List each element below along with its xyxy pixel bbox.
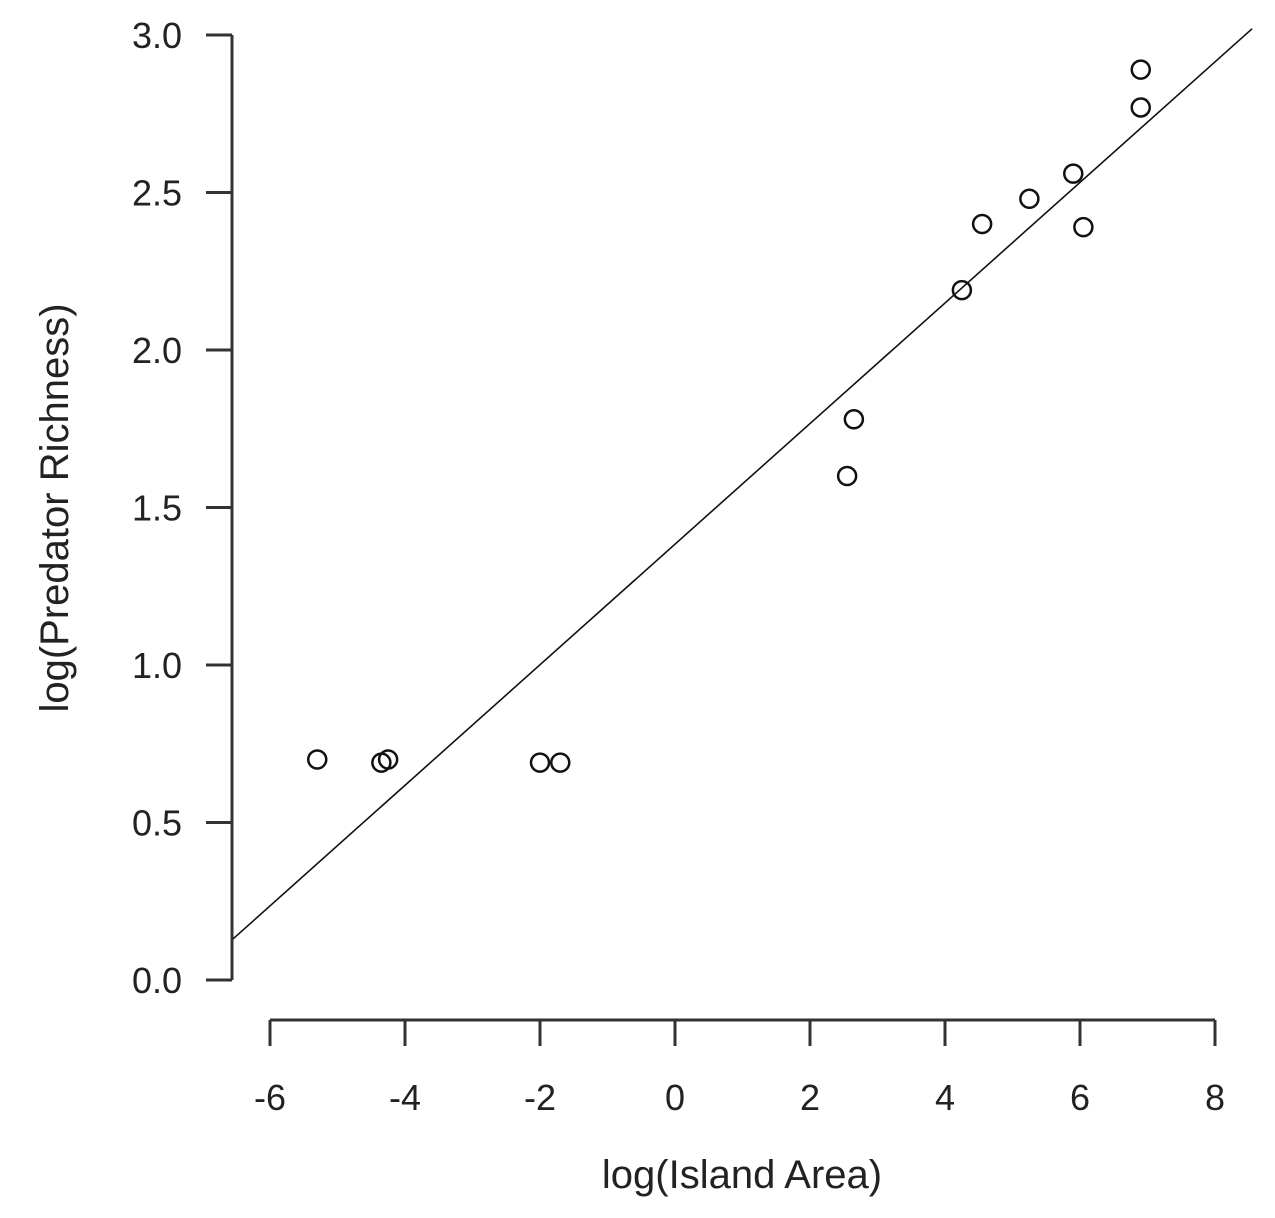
- y-tick-label: 2.0: [132, 330, 182, 371]
- x-tick-label: 8: [1205, 1077, 1225, 1118]
- data-point: [1063, 163, 1084, 184]
- y-tick-label: 2.5: [132, 173, 182, 214]
- data-point: [836, 465, 858, 487]
- y-tick-label: 0.0: [132, 960, 182, 1001]
- x-axis: -6 -4 -2 0 2 4 6 8: [254, 1018, 1225, 1118]
- y-tick-label: 0.5: [132, 803, 182, 844]
- x-tick-label: -4: [389, 1077, 421, 1118]
- y-tick-label: 1.0: [132, 645, 182, 686]
- x-tick-label: 0: [665, 1077, 685, 1118]
- data-point: [971, 213, 993, 235]
- x-tick-label: 6: [1070, 1077, 1090, 1118]
- data-point: [1073, 216, 1094, 238]
- y-tick-label: 3.0: [132, 15, 182, 56]
- x-tick-label: -2: [524, 1077, 556, 1118]
- y-axis: 0.0 0.5 1.0 1.5 2.0 2.5 3.0: [132, 15, 234, 1001]
- data-point: [1019, 188, 1040, 210]
- data-point: [1130, 59, 1151, 80]
- data-point: [307, 749, 328, 770]
- x-tick-label: 2: [800, 1077, 820, 1118]
- data-point: [1130, 97, 1151, 118]
- x-axis-title: log(Island Area): [602, 1153, 882, 1197]
- data-point: [529, 752, 551, 773]
- x-tick-label: 4: [935, 1077, 955, 1118]
- x-tick-label: -6: [254, 1077, 286, 1118]
- data-point: [951, 279, 973, 301]
- regression-line: [232, 28, 1253, 940]
- data-points: [307, 59, 1151, 773]
- data-point: [550, 752, 571, 773]
- y-axis-title: log(Predator Richness): [33, 303, 77, 712]
- y-tick-label: 1.5: [132, 488, 182, 529]
- data-point: [377, 749, 399, 770]
- data-point: [843, 409, 865, 430]
